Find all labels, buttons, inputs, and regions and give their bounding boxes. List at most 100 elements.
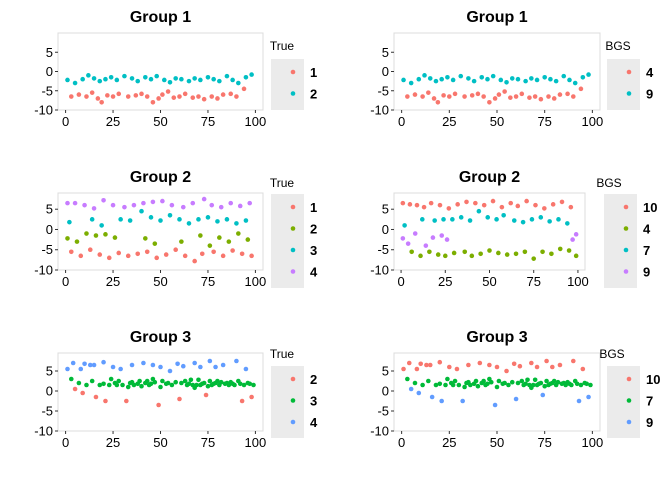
data-point [509,76,515,81]
legend-key [626,376,632,382]
data-point [217,78,222,84]
data-point [137,378,142,384]
data-point [180,363,186,369]
data-point [511,218,517,223]
data-point [148,76,154,82]
data-point [103,398,108,404]
legend-label: 7 [643,243,650,258]
data-point [65,366,70,372]
data-point [103,232,108,237]
data-point [188,377,194,383]
data-point [527,95,532,100]
data-point [498,77,504,83]
y-tick-label: -5 [377,404,389,419]
data-point [451,250,457,256]
data-point [133,93,139,98]
data-point [232,382,237,388]
data-point [101,381,106,387]
data-point [135,78,141,84]
data-point [569,382,574,388]
x-tick-label: 0 [62,114,69,129]
data-point [108,376,114,382]
data-point [143,236,148,241]
data-point [89,217,95,222]
data-point [494,217,499,222]
data-point [112,235,118,240]
data-point [139,208,144,214]
data-point [205,215,211,220]
x-tick-label: 100 [567,274,589,289]
data-point [201,380,207,386]
data-point [439,398,444,404]
data-point [402,223,407,228]
data-point [80,390,85,396]
data-point [150,362,156,368]
y-tick-label: 0 [46,64,53,79]
data-point [538,96,544,102]
data-point [426,378,431,384]
data-point [445,74,450,80]
y-tick-label: -5 [41,83,53,98]
data-point [551,378,557,384]
plot-border [393,192,586,271]
data-point [84,382,89,388]
data-point [447,364,452,370]
data-point [245,237,251,242]
data-point [513,251,519,257]
data-point [462,249,468,255]
data-point [68,249,74,255]
data-point [496,378,502,384]
data-point [65,200,70,206]
data-point [429,394,435,400]
y-tick-label: 5 [46,202,53,217]
data-point [173,76,178,81]
data-point [160,198,165,204]
data-point [548,76,553,82]
legend-key [623,226,629,231]
data-point [234,94,239,99]
y-tick-label: 5 [382,45,389,60]
legend-label: 4 [646,65,654,80]
data-point [165,89,171,94]
data-point [565,91,570,97]
x-tick-label: 75 [201,435,215,450]
data-point [207,243,213,248]
data-point [122,73,127,79]
data-point [447,94,452,99]
data-point [423,243,429,248]
data-point [169,382,175,388]
data-point [150,100,156,105]
data-point [488,379,494,385]
data-point [553,78,559,84]
data-point [205,383,211,389]
data-point [408,80,414,86]
data-point [426,90,431,95]
legend-label: 9 [643,265,650,280]
legend-key [623,269,629,274]
data-point [578,382,584,388]
data-point [192,360,197,366]
data-point [443,382,448,388]
data-point [99,223,104,228]
data-point [532,94,538,99]
plot-title: Group 3 [466,329,527,346]
y-tick-label: -5 [377,83,389,98]
data-point [72,200,78,206]
data-point [405,94,410,99]
data-point [502,380,507,386]
data-point [414,202,420,208]
data-point [570,358,576,364]
data-point [567,77,572,83]
legend-key-background [271,366,304,438]
data-point [418,361,424,367]
data-point [446,206,452,211]
data-point [160,92,165,97]
data-point [422,73,427,78]
legend-key [290,69,296,75]
data-point [211,76,216,82]
data-point [547,219,552,224]
data-point [427,362,433,368]
data-point [201,196,207,202]
data-point [473,200,478,206]
